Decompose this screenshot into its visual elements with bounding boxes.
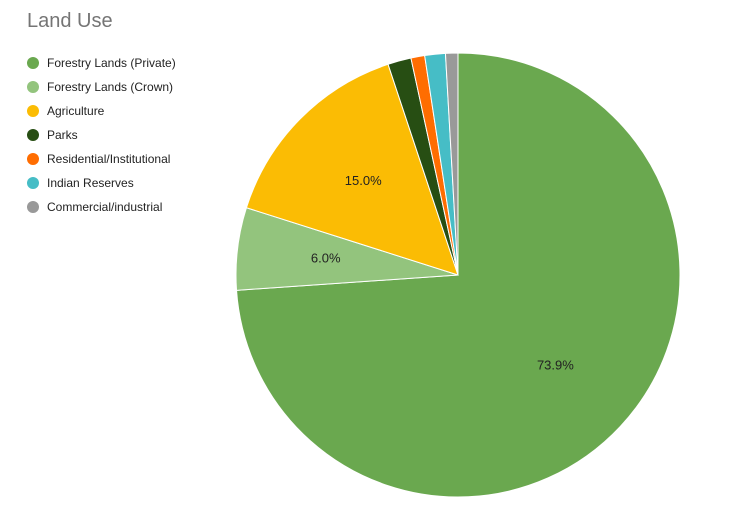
legend-item[interactable]: Indian Reserves (27, 171, 176, 195)
slice-data-label: 73.9% (537, 357, 574, 372)
legend-label: Residential/Institutional (47, 152, 171, 166)
legend-label: Commercial/industrial (47, 200, 163, 214)
legend-swatch (27, 105, 39, 117)
legend-swatch (27, 129, 39, 141)
legend-item[interactable]: Agriculture (27, 99, 176, 123)
legend-swatch (27, 153, 39, 165)
legend-swatch (27, 177, 39, 189)
chart-title: Land Use (27, 10, 113, 32)
chart-legend: Forestry Lands (Private) Forestry Lands … (27, 51, 176, 219)
legend-label: Forestry Lands (Crown) (47, 80, 174, 94)
legend-swatch (27, 81, 39, 93)
legend-item[interactable]: Forestry Lands (Private) (27, 51, 176, 75)
legend-item[interactable]: Commercial/industrial (27, 195, 176, 219)
legend-item[interactable]: Forestry Lands (Crown) (27, 75, 176, 99)
slice-data-label: 15.0% (345, 173, 382, 188)
legend-item[interactable]: Residential/Institutional (27, 147, 176, 171)
legend-item[interactable]: Parks (27, 123, 176, 147)
legend-label: Indian Reserves (47, 176, 134, 190)
slice-data-label: 6.0% (311, 251, 341, 266)
legend-label: Parks (47, 128, 78, 142)
legend-label: Agriculture (47, 104, 105, 118)
legend-swatch (27, 57, 39, 69)
pie-slice-commercial-industrial[interactable] (444, 52, 459, 276)
legend-swatch (27, 201, 39, 213)
legend-label: Forestry Lands (Private) (47, 56, 176, 70)
